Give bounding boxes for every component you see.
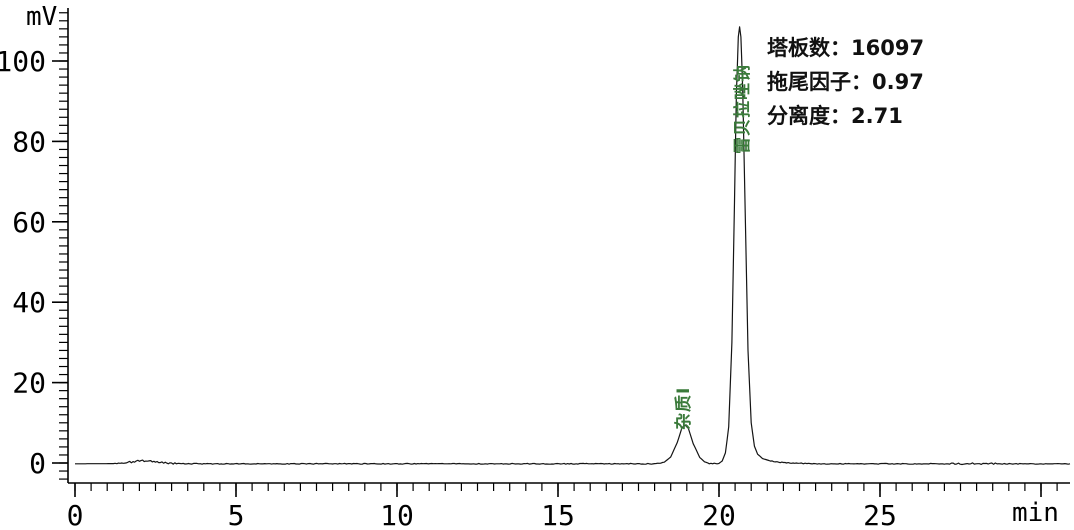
y-tick-label: 60 xyxy=(12,206,46,239)
x-tick-label: 0 xyxy=(67,499,84,530)
y-tick-label: 20 xyxy=(12,367,46,400)
main-peak-label: 雷贝拉唑钠 xyxy=(733,64,753,154)
tailing-factor-text: 拖尾因子：0.97 xyxy=(767,70,924,94)
x-tick-label: 10 xyxy=(380,499,414,530)
y-axis-unit-label: mV xyxy=(26,2,58,32)
impurity-peak-label: 杂质I xyxy=(674,386,694,430)
x-tick-label: 5 xyxy=(228,499,245,530)
y-tick-label: 0 xyxy=(29,447,46,480)
x-tick-label: 20 xyxy=(702,499,736,530)
x-tick-label: 15 xyxy=(541,499,575,530)
x-tick-label: 25 xyxy=(863,499,897,530)
y-tick-label: 80 xyxy=(12,125,46,158)
system-suitability-annotation: 塔板数：16097 拖尾因子：0.97 分离度：2.71 xyxy=(767,31,924,133)
theoretical-plates-text: 塔板数：16097 xyxy=(767,36,925,60)
x-axis-unit-label: min xyxy=(1012,498,1059,528)
resolution-text: 分离度：2.71 xyxy=(767,104,903,128)
y-tick-label: 40 xyxy=(12,286,46,319)
signal-trace xyxy=(75,26,1071,466)
y-tick-label: 100 xyxy=(0,45,46,78)
